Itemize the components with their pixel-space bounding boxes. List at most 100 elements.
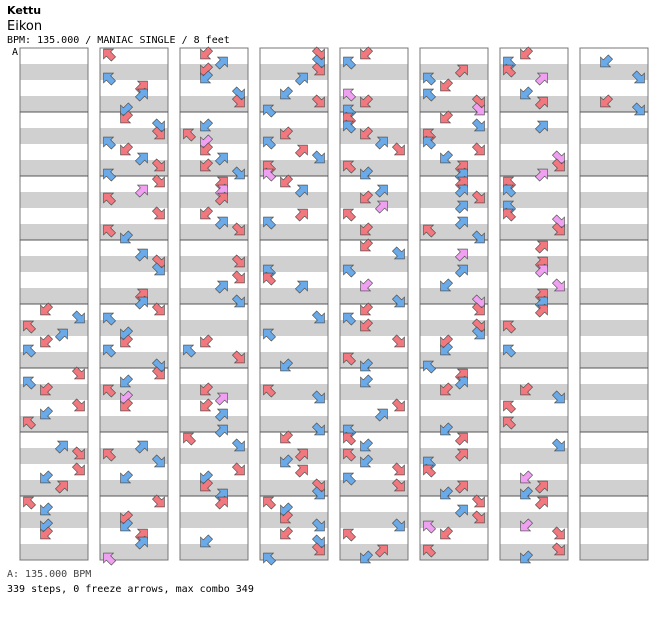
step-arrow-up (135, 440, 148, 454)
step-arrow-down (40, 470, 53, 484)
step-arrow-up (215, 152, 228, 166)
step-arrow-down (120, 142, 133, 156)
step-arrow-left (423, 136, 436, 150)
step-arrow-up (55, 480, 68, 494)
beat-band (180, 224, 248, 240)
step-arrow-left (263, 328, 276, 342)
beat-band (580, 256, 648, 272)
step-arrow-right (232, 166, 245, 180)
step-arrow-left (343, 208, 356, 222)
beat-band (420, 256, 488, 272)
step-arrow-down (360, 374, 373, 388)
beat-band (180, 384, 248, 400)
beat-band (580, 352, 648, 368)
beat-band (500, 288, 568, 304)
beat-band (180, 352, 248, 368)
beat-band (500, 416, 568, 432)
step-arrow-up (135, 88, 148, 102)
beat-band (20, 384, 88, 400)
step-arrow-up (55, 440, 68, 454)
step-arrow-down (200, 46, 213, 60)
step-arrow-left (343, 160, 356, 174)
beat-band (260, 224, 328, 240)
step-arrow-right (392, 398, 405, 412)
beat-band (100, 320, 168, 336)
step-arrow-left (23, 344, 36, 358)
step-arrow-up (535, 240, 548, 254)
beat-band (180, 192, 248, 208)
step-arrow-right (552, 390, 565, 404)
beat-band (100, 224, 168, 240)
step-arrow-down (440, 278, 453, 292)
step-arrow-left (343, 472, 356, 486)
beat-band (500, 512, 568, 528)
step-arrow-left (263, 104, 276, 118)
beat-band (260, 160, 328, 176)
step-arrow-left (263, 216, 276, 230)
step-arrow-down (120, 398, 133, 412)
beat-band (180, 256, 248, 272)
step-arrow-up (135, 184, 148, 198)
step-arrow-left (343, 88, 356, 102)
step-arrow-up (455, 432, 468, 446)
step-arrow-right (152, 262, 165, 276)
step-arrow-up (135, 248, 148, 262)
beat-band (340, 480, 408, 496)
beat-band (420, 224, 488, 240)
step-arrow-up (455, 184, 468, 198)
step-arrow-down (280, 174, 293, 188)
step-arrow-up (455, 504, 468, 518)
step-arrow-down (440, 422, 453, 436)
beat-band (20, 64, 88, 80)
step-arrow-up (375, 200, 388, 214)
step-arrow-down (360, 438, 373, 452)
step-arrow-right (152, 126, 165, 140)
step-arrow-up (55, 328, 68, 342)
step-arrow-left (343, 264, 356, 278)
step-arrow-down (440, 342, 453, 356)
step-arrow-right (472, 142, 485, 156)
beat-band (20, 544, 88, 560)
step-arrow-left (343, 312, 356, 326)
beat-band (100, 480, 168, 496)
step-arrow-up (535, 480, 548, 494)
step-arrow-down (520, 86, 533, 100)
step-arrow-up (295, 464, 308, 478)
beat-band (420, 384, 488, 400)
step-arrow-right (312, 422, 325, 436)
step-arrow-right (312, 94, 325, 108)
beat-band (340, 160, 408, 176)
step-arrow-up (295, 208, 308, 222)
beat-band (180, 320, 248, 336)
beat-band (420, 448, 488, 464)
step-arrow-left (263, 168, 276, 182)
step-arrow-left (343, 352, 356, 366)
step-arrow-down (40, 502, 53, 516)
beat-band (100, 160, 168, 176)
step-arrow-right (552, 278, 565, 292)
step-arrow-right (232, 254, 245, 268)
beat-band (420, 544, 488, 560)
step-arrow-right (472, 230, 485, 244)
step-arrow-up (375, 184, 388, 198)
step-arrow-left (503, 184, 516, 198)
step-arrow-up (215, 280, 228, 294)
beat-band (500, 320, 568, 336)
beat-band (180, 416, 248, 432)
beat-band (260, 512, 328, 528)
step-arrow-left (103, 136, 116, 150)
step-arrow-left (183, 344, 196, 358)
step-arrow-down (280, 526, 293, 540)
beat-band (340, 64, 408, 80)
beat-band (100, 416, 168, 432)
beat-band (20, 352, 88, 368)
step-arrow-down (360, 46, 373, 60)
step-arrow-up (135, 536, 148, 550)
step-arrow-right (312, 150, 325, 164)
step-arrow-left (263, 552, 276, 566)
beat-band (340, 544, 408, 560)
beat-band (100, 512, 168, 528)
chart-author: Kettu (7, 4, 42, 17)
step-arrow-left (343, 56, 356, 70)
beat-band (420, 96, 488, 112)
